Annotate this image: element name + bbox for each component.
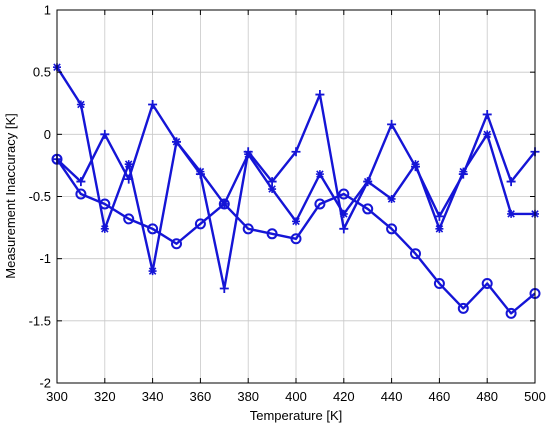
data-point [483,130,492,139]
data-point [481,278,493,290]
x-tick-label: 400 [285,389,307,404]
data-point [506,177,516,187]
data-point [315,170,324,179]
data-point [123,213,135,225]
data-point [507,209,516,218]
data-point [220,199,229,208]
data-point [218,198,230,210]
y-tick-label: -2 [39,376,51,391]
data-point [292,217,300,226]
x-axis-label: Temperature [K] [250,408,343,423]
data-point [363,177,373,187]
data-point [100,129,110,139]
y-tick-label: 1 [44,3,51,18]
y-tick-label: 0.5 [33,65,51,80]
data-point [266,228,278,240]
data-point [76,100,85,109]
data-point [148,267,157,276]
x-tick-label: 500 [524,389,546,404]
data-point [268,185,277,194]
y-tick-label: 0 [44,127,51,142]
data-point [339,209,348,218]
x-tick-labels: 300 320 340 360 380 400 420 440 460 480 500 [46,389,546,404]
x-tick-label: 360 [190,389,212,404]
data-point [482,109,492,119]
data-point [315,90,325,100]
data-point [387,194,396,203]
data-point [267,177,277,187]
y-tick-labels: 1 0.5 0 -0.5 -1 -1.5 -2 [29,3,51,391]
x-tick-label: 380 [237,389,259,404]
data-point [75,188,87,200]
data-point [172,137,181,147]
data-point [314,198,326,210]
data-point [387,119,397,129]
data-point [339,224,349,234]
x-tick-label: 420 [333,389,355,404]
data-point [457,302,469,314]
data-point [362,203,374,215]
x-tick-label: 480 [476,389,498,404]
data-point [505,307,517,319]
data-point [148,99,158,109]
data-point [219,284,229,294]
x-tick-label: 460 [429,389,451,404]
tick-marks [56,9,536,384]
y-tick-label: -0.5 [29,189,51,204]
series-3 [52,90,540,294]
x-tick-label: 320 [94,389,116,404]
data-point [433,278,445,290]
data-point [338,188,350,200]
data-point [147,223,159,235]
data-point [243,147,253,157]
data-point [435,224,444,233]
data-point [195,169,205,179]
y-axis-label: Measurement Inaccuracy [K] [3,113,18,278]
series-line [56,158,536,315]
y-tick-label: -1 [39,251,51,266]
data-point [290,233,302,245]
x-tick-label: 440 [381,389,403,404]
x-tick-label: 340 [142,389,164,404]
data-point [124,160,133,169]
data-point [434,211,444,221]
data-point [194,218,206,230]
data-point [76,177,86,187]
data-point [410,248,421,260]
y-tick-label: -1.5 [29,313,51,328]
data-point [458,169,468,179]
data-point [291,147,301,157]
data-point [100,224,109,233]
data-point [171,238,182,250]
data-point [242,223,254,235]
data-point [411,162,420,172]
data-point [386,223,398,235]
x-tick-label: 300 [46,389,68,404]
data-point [124,174,134,184]
